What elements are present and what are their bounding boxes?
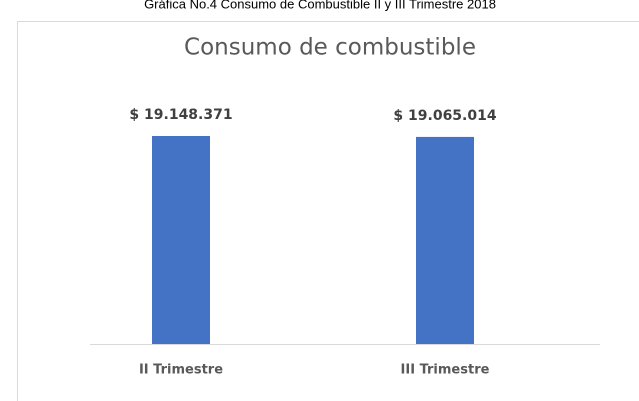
bar [152,136,210,344]
value-label: $ 19.148.371 [129,107,232,123]
chart-title: Consumo de combustible [184,35,476,61]
x-tick-label: II Trimestre [139,363,223,378]
x-tick-label: III Trimestre [401,363,490,378]
chart-frame [17,21,639,401]
value-label: $ 19.065.014 [393,108,496,124]
caption: Gráfica No.4 Consumo de Combustible II y… [144,0,496,11]
bar [416,136,474,344]
